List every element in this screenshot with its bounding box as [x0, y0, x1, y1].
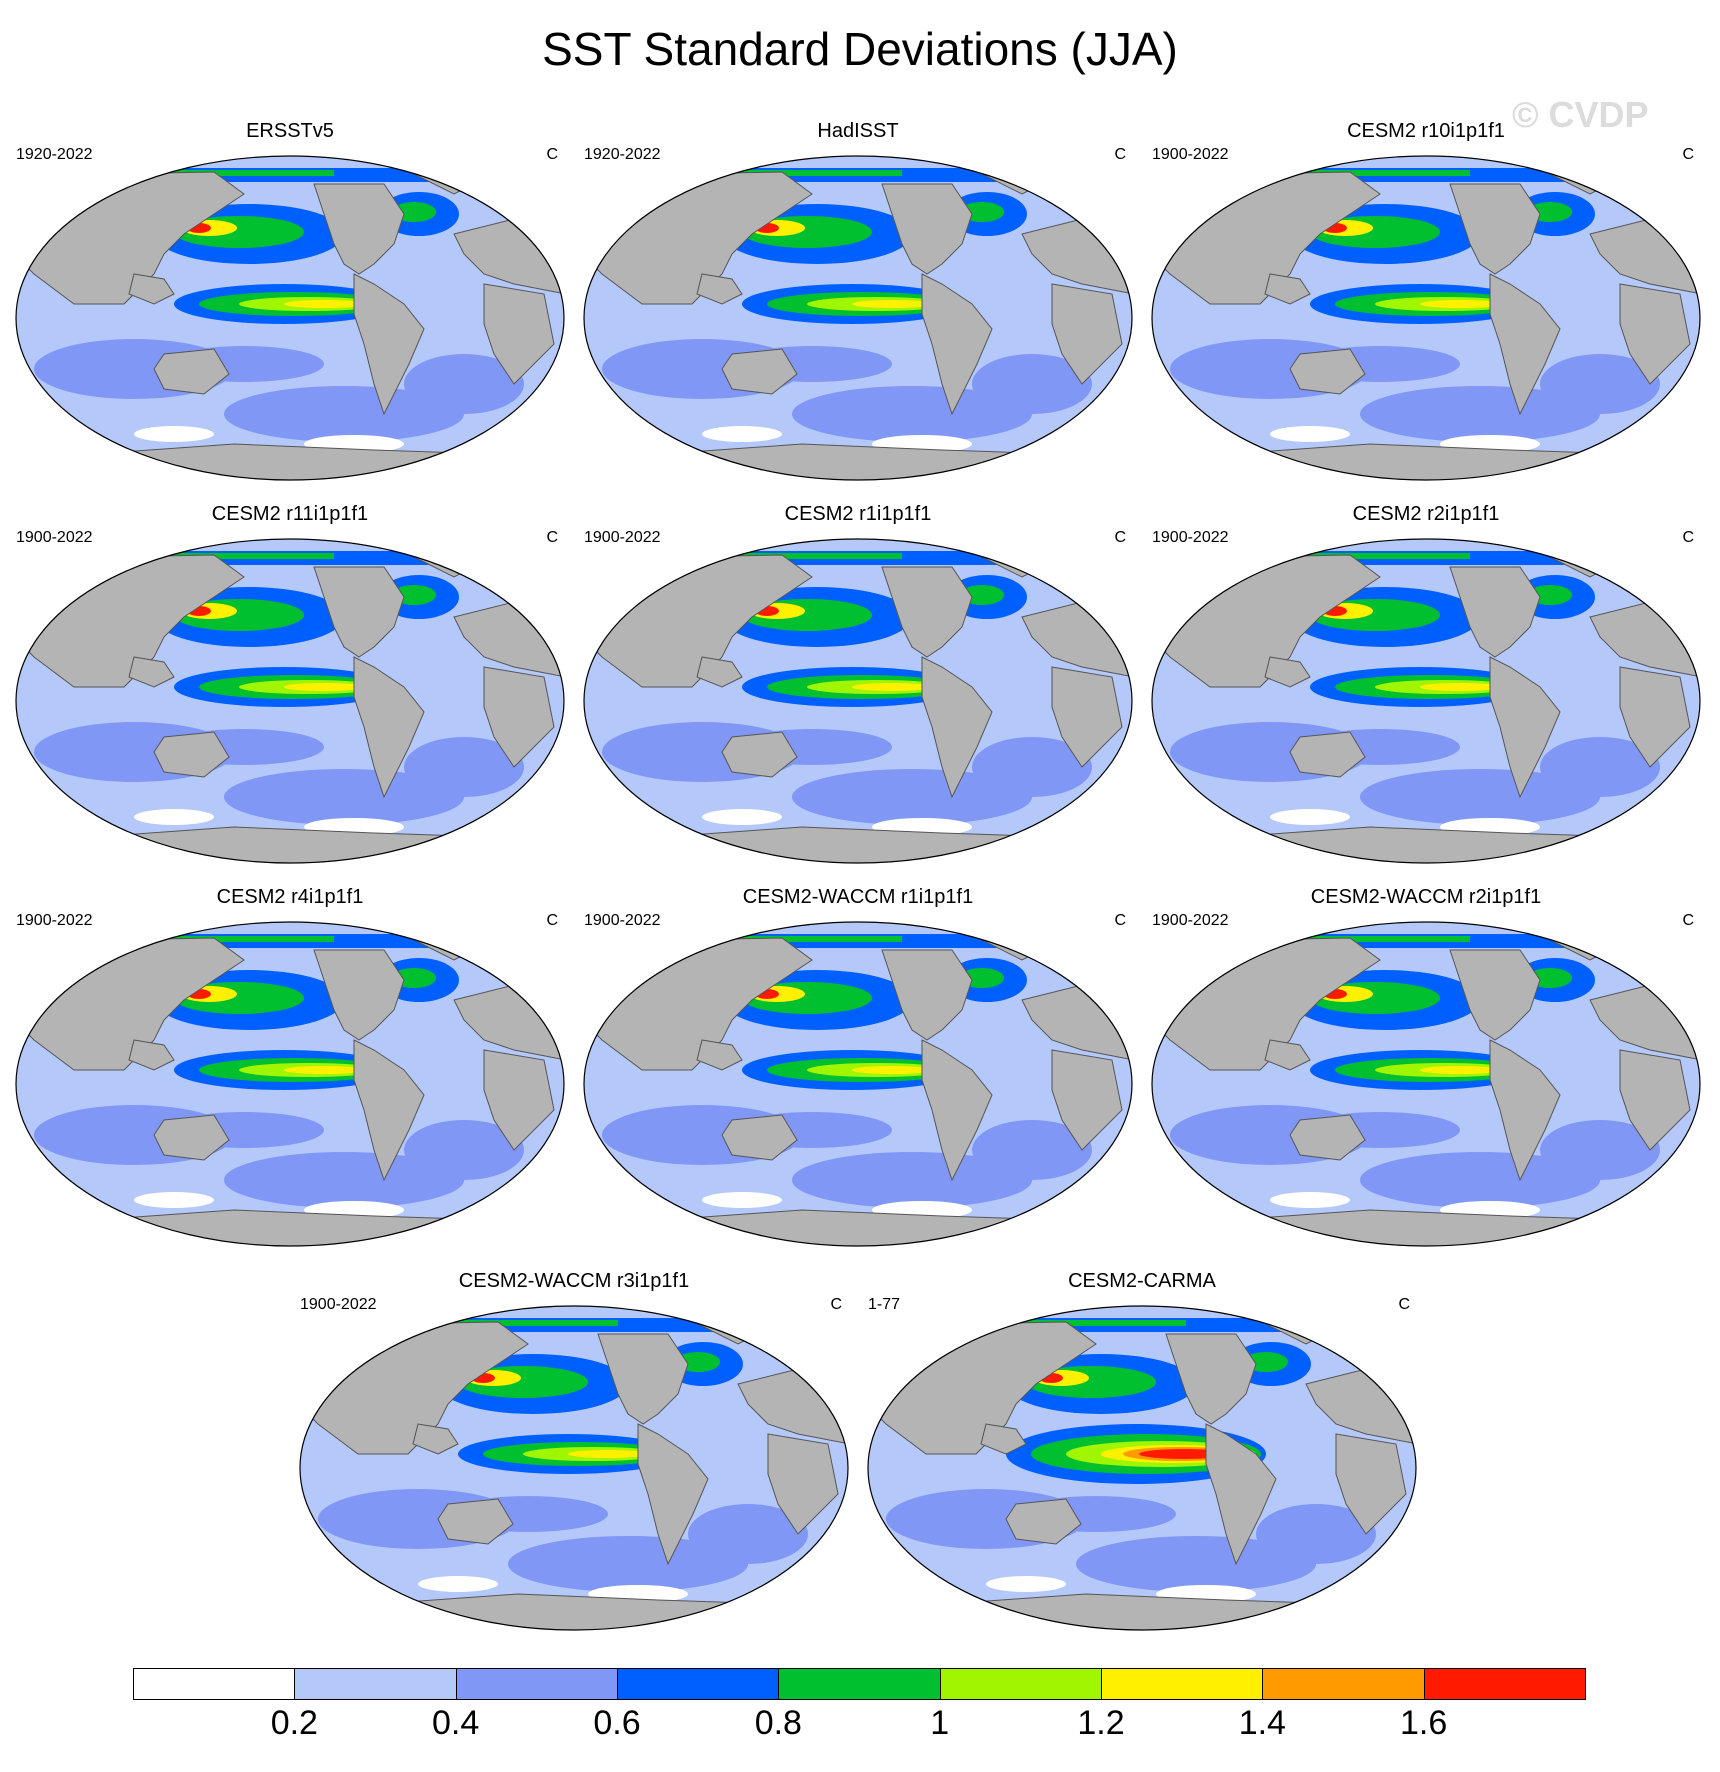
panel-title: ERSSTv5: [246, 120, 334, 142]
panel-title: CESM2-WACCM r3i1p1f1: [458, 1270, 690, 1292]
panel-units: C: [1114, 912, 1126, 929]
colorbar-label: 1.4: [1238, 1704, 1286, 1742]
colorbar-label: 0.6: [593, 1704, 641, 1742]
panel-title: CESM2 r11i1p1f1: [211, 503, 369, 525]
panel-period: 1900-2022: [584, 529, 661, 546]
figure-title: SST Standard Deviations (JJA): [542, 23, 1178, 75]
colorbar-label: 0.2: [270, 1704, 318, 1742]
panel-period: 1900-2022: [584, 912, 661, 929]
map-panel: CESM2-WACCM r3i1p1f1 1900-2022 C: [298, 1270, 850, 1650]
panel-period: 1900-2022: [1152, 912, 1229, 929]
world-map: [583, 921, 1133, 1247]
colorbar-swatch: [778, 1668, 941, 1700]
map-panel: CESM2-WACCM r1i1p1f1 1900-2022 C: [582, 886, 1134, 1266]
colorbar-swatch: [455, 1668, 618, 1700]
colorbar-swatch: [294, 1668, 457, 1700]
world-map: [1151, 155, 1701, 481]
map-panel: CESM2 r1i1p1f1 1900-2022 C: [582, 503, 1134, 883]
map-panel: ERSSTv5 1920-2022 C: [14, 120, 566, 500]
colorbar-label: 1.6: [1400, 1704, 1448, 1742]
panel-title: CESM2-WACCM r1i1p1f1: [742, 886, 974, 908]
world-map: [583, 155, 1133, 481]
world-map: [867, 1305, 1417, 1631]
colorbar-label: 1.2: [1077, 1704, 1125, 1742]
colorbar-label: 1: [930, 1704, 950, 1742]
world-map: [1151, 538, 1701, 864]
panel-title: CESM2 r10i1p1f1: [1347, 120, 1505, 142]
panel-period: 1900-2022: [16, 529, 93, 546]
panel-units: C: [1682, 529, 1694, 546]
colorbar-swatch: [939, 1668, 1102, 1700]
panel-period: 1900-2022: [300, 1296, 377, 1313]
colorbar: [133, 1668, 1586, 1702]
panel-period: 1-77: [868, 1296, 901, 1313]
panel-units: C: [546, 529, 558, 546]
colorbar-swatch: [1101, 1668, 1264, 1700]
world-map: [15, 538, 565, 864]
colorbar-label: 0.4: [432, 1704, 480, 1742]
panel-title: CESM2-CARMA: [1068, 1270, 1216, 1292]
panel-title: CESM2 r1i1p1f1: [784, 503, 932, 525]
map-panel: HadISST 1920-2022 C: [582, 120, 1134, 500]
cvdp-watermark: © CVDP: [1512, 94, 1649, 135]
map-panel: CESM2 r10i1p1f1 1900-2022 C: [1150, 120, 1702, 500]
map-panel: CESM2-CARMA 1-77 C: [866, 1270, 1418, 1650]
panel-units: C: [1398, 1296, 1410, 1313]
panel-period: 1900-2022: [16, 912, 93, 929]
panel-title: CESM2 r4i1p1f1: [216, 886, 364, 908]
panel-title: CESM2-WACCM r2i1p1f1: [1310, 886, 1542, 908]
panel-units: C: [1682, 912, 1694, 929]
panel-title: CESM2 r2i1p1f1: [1352, 503, 1500, 525]
panel-units: C: [546, 912, 558, 929]
colorbar-swatch: [133, 1668, 296, 1700]
map-panel: CESM2-WACCM r2i1p1f1 1900-2022 C: [1150, 886, 1702, 1266]
map-panel: CESM2 r11i1p1f1 1900-2022 C: [14, 503, 566, 883]
panel-period: 1920-2022: [584, 146, 661, 163]
world-map: [583, 538, 1133, 864]
panel-units: C: [546, 146, 558, 163]
colorbar-label: 0.8: [754, 1704, 802, 1742]
panel-units: C: [1682, 146, 1694, 163]
world-map: [1151, 921, 1701, 1247]
panel-period: 1900-2022: [1152, 146, 1229, 163]
world-map: [15, 155, 565, 481]
colorbar-swatch: [1262, 1668, 1425, 1700]
colorbar-swatch: [617, 1668, 780, 1700]
panel-period: 1900-2022: [1152, 529, 1229, 546]
panel-units: C: [1114, 529, 1126, 546]
panel-units: C: [1114, 146, 1126, 163]
panel-title: HadISST: [817, 120, 899, 142]
panel-period: 1920-2022: [16, 146, 93, 163]
world-map: [299, 1305, 849, 1631]
colorbar-swatch: [1423, 1668, 1586, 1700]
panel-units: C: [830, 1296, 842, 1313]
world-map: [15, 921, 565, 1247]
map-panel: CESM2 r2i1p1f1 1900-2022 C: [1150, 503, 1702, 883]
map-panel: CESM2 r4i1p1f1 1900-2022 C: [14, 886, 566, 1266]
